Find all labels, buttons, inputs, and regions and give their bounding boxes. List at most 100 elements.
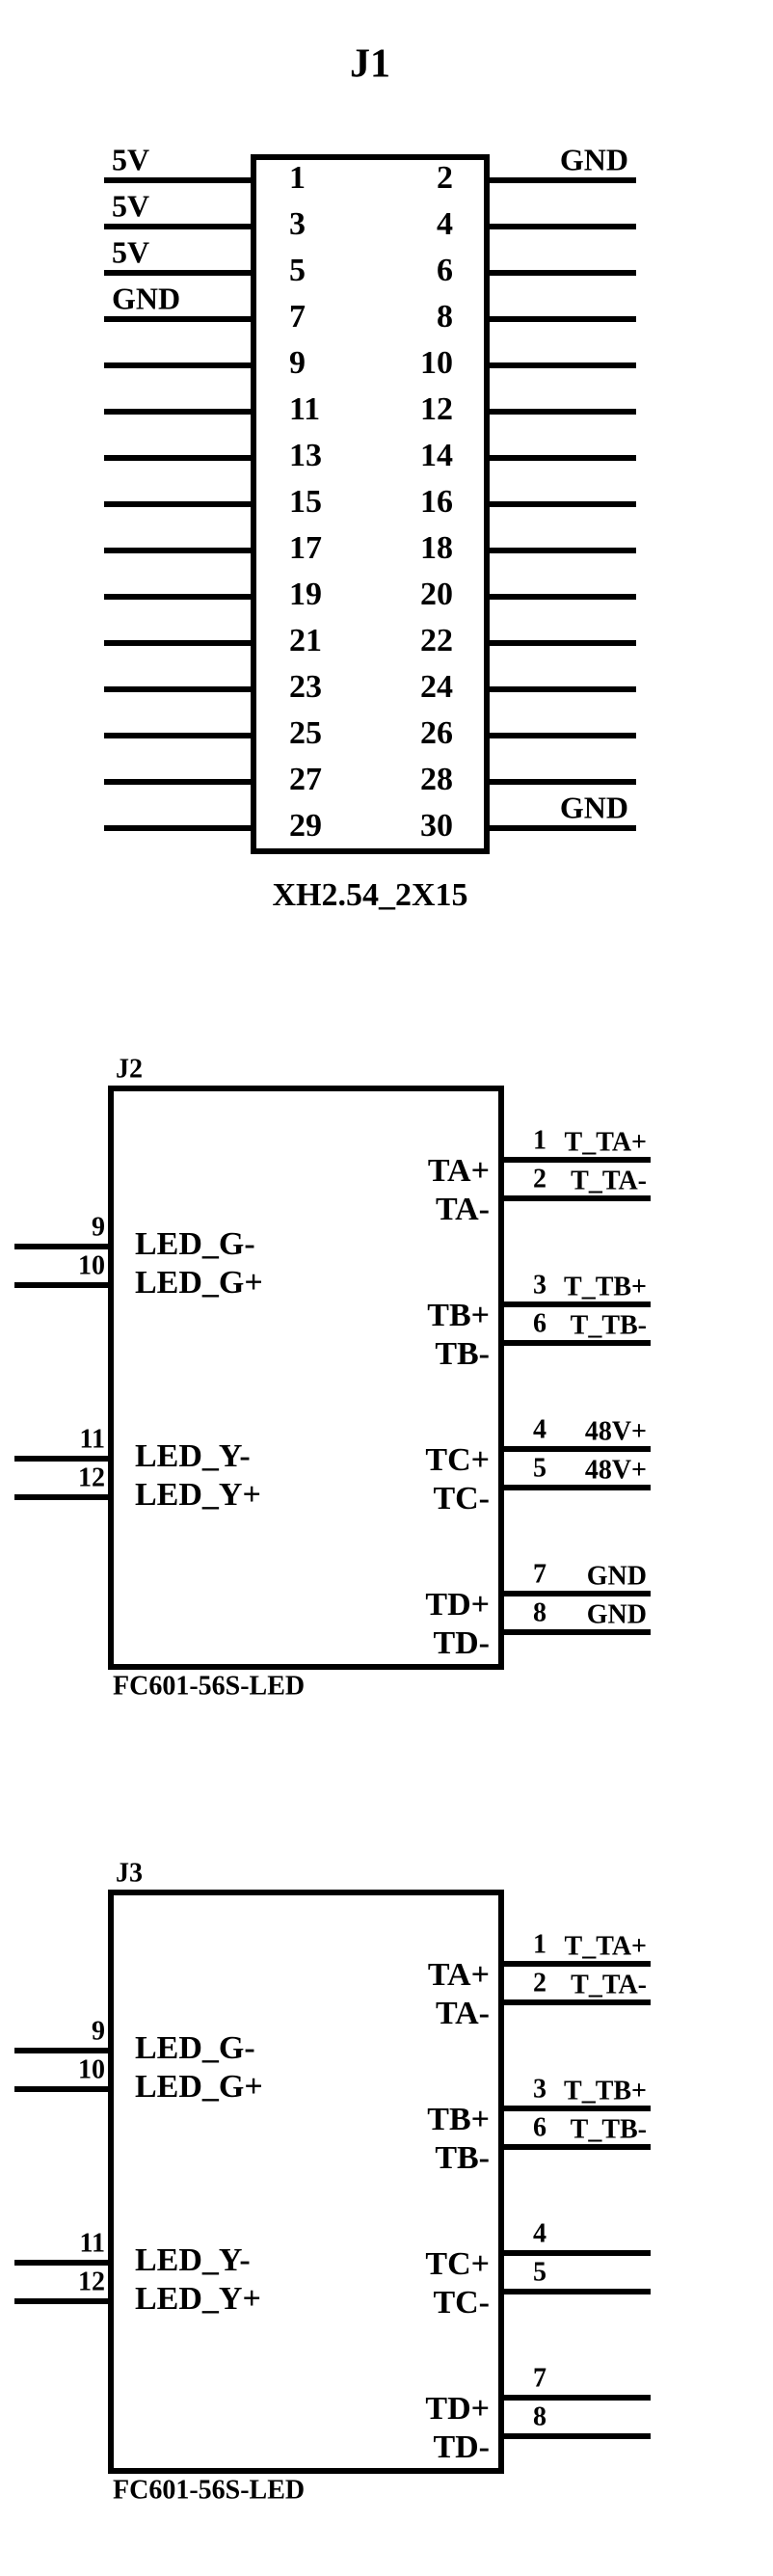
pin-label: TB- [435,1336,490,1372]
pin-label: LED_Y+ [135,1477,261,1513]
pin-num: 29 [289,808,322,844]
part-number: XH2.54_2X15 [272,877,467,913]
pin-label: LED_Y- [135,2242,251,2278]
part-number: FC601-56S-LED [113,2475,305,2505]
pin-label: TC- [433,2285,490,2321]
pin-label: TA+ [428,1957,490,1993]
pin-num: 20 [420,577,453,612]
pin-num: 1 [533,1125,546,1155]
net-label: 48V+ [585,1455,647,1485]
pin-num: 16 [420,484,453,520]
pin-num: 9 [92,2016,105,2046]
pin-num: 3 [533,1270,546,1300]
net-label: 5V [112,142,149,176]
pin-num: 22 [420,623,453,658]
pin-num: 6 [533,1308,546,1338]
pin-label: TD+ [425,1587,490,1623]
pin-num: 1 [289,160,306,196]
net-label: GND [560,790,628,824]
pin-num: 5 [289,253,306,288]
net-label: T_TB- [571,2114,647,2144]
pin-num: 6 [533,2112,546,2142]
connector-J2: J2 9 LED_G- 10 LED_G+ 11 LED_Y- 12 LED_Y+ TA+ 1 T_T… [14,1054,651,1701]
pin-label: TB+ [427,1298,490,1333]
pin-num: 21 [289,623,322,658]
pin-num: 14 [420,438,453,473]
pin-label: TD- [433,2429,490,2465]
pin-num: 15 [289,484,322,520]
pin-num: 27 [289,762,322,797]
connector-J1: J1125VGND345V565V78GND910111213141516171… [104,42,636,913]
net-label: 5V [112,234,149,269]
pin-label: LED_Y- [135,1438,251,1474]
pin-label: TD+ [425,2391,490,2427]
pin-label: TA- [436,1192,490,1227]
pin-num: 11 [80,2228,105,2258]
net-label: GND [560,142,628,176]
refdes-J1: J1 [350,42,390,87]
pin-num: 8 [533,1597,546,1627]
pin-num: 5 [533,2257,546,2287]
pin-num: 24 [420,669,453,705]
pin-label: TB+ [427,2102,490,2137]
net-label: T_TB+ [564,1272,647,1301]
pin-num: 1 [533,1929,546,1959]
pin-num: 12 [420,391,453,427]
pin-num: 19 [289,577,322,612]
pin-num: 9 [92,1212,105,1242]
net-label: 48V+ [585,1416,647,1446]
pin-num: 7 [289,299,306,335]
pin-label: TA+ [428,1153,490,1189]
pin-label: TD- [433,1625,490,1661]
net-label: T_TA+ [565,1931,647,1961]
pin-num: 11 [289,391,320,427]
pin-num: 8 [533,2402,546,2431]
pin-num: 3 [533,2074,546,2104]
net-label: T_TA- [571,1970,647,1999]
pin-num: 17 [289,530,322,566]
pin-num: 2 [533,1164,546,1194]
pin-label: LED_Y+ [135,2281,261,2317]
pin-num: 4 [533,1414,546,1444]
pin-num: 8 [437,299,453,335]
pin-label: TC+ [425,2246,490,2282]
net-label: GND [587,1599,647,1629]
refdes-J2: J2 [116,1054,143,1084]
pin-num: 11 [80,1424,105,1454]
pin-num: 25 [289,715,322,751]
pin-num: 18 [420,530,453,566]
pin-num: 10 [78,1250,105,1280]
net-label: GND [587,1561,647,1591]
pin-label: LED_G- [135,1226,255,1262]
pin-num: 12 [78,2267,105,2296]
pin-num: 4 [437,206,453,242]
net-label: T_TA+ [565,1127,647,1157]
connector-J3: J39LED_G-10LED_G+11LED_Y-12LED_Y+TA+1T_T… [14,1858,651,2505]
pin-num: 4 [533,2218,546,2248]
pin-label: LED_G+ [135,1265,263,1301]
pin-num: 9 [289,345,306,381]
pin-label: TC- [433,1481,490,1516]
net-label: T_TB- [571,1310,647,1340]
pin-num: 2 [437,160,453,196]
pin-num: 6 [437,253,453,288]
pin-num: 3 [289,206,306,242]
pin-num: 10 [420,345,453,381]
pin-num: 2 [533,1968,546,1998]
pin-label: TA- [436,1996,490,2031]
pin-label: TB- [435,2140,490,2176]
pin-label: TC+ [425,1442,490,1478]
pin-num: 5 [533,1453,546,1483]
net-label: 5V [112,188,149,223]
pin-num: 13 [289,438,322,473]
net-label: GND [112,281,180,315]
pin-num: 28 [420,762,453,797]
net-label: T_TA- [571,1166,647,1195]
pin-label: LED_G+ [135,2069,263,2105]
pin-num: 12 [78,1462,105,1492]
pin-label: LED_G- [135,2030,255,2066]
pin-num: 7 [533,2363,546,2393]
pin-num: 10 [78,2054,105,2084]
pin-num: 30 [420,808,453,844]
pin-num: 26 [420,715,453,751]
